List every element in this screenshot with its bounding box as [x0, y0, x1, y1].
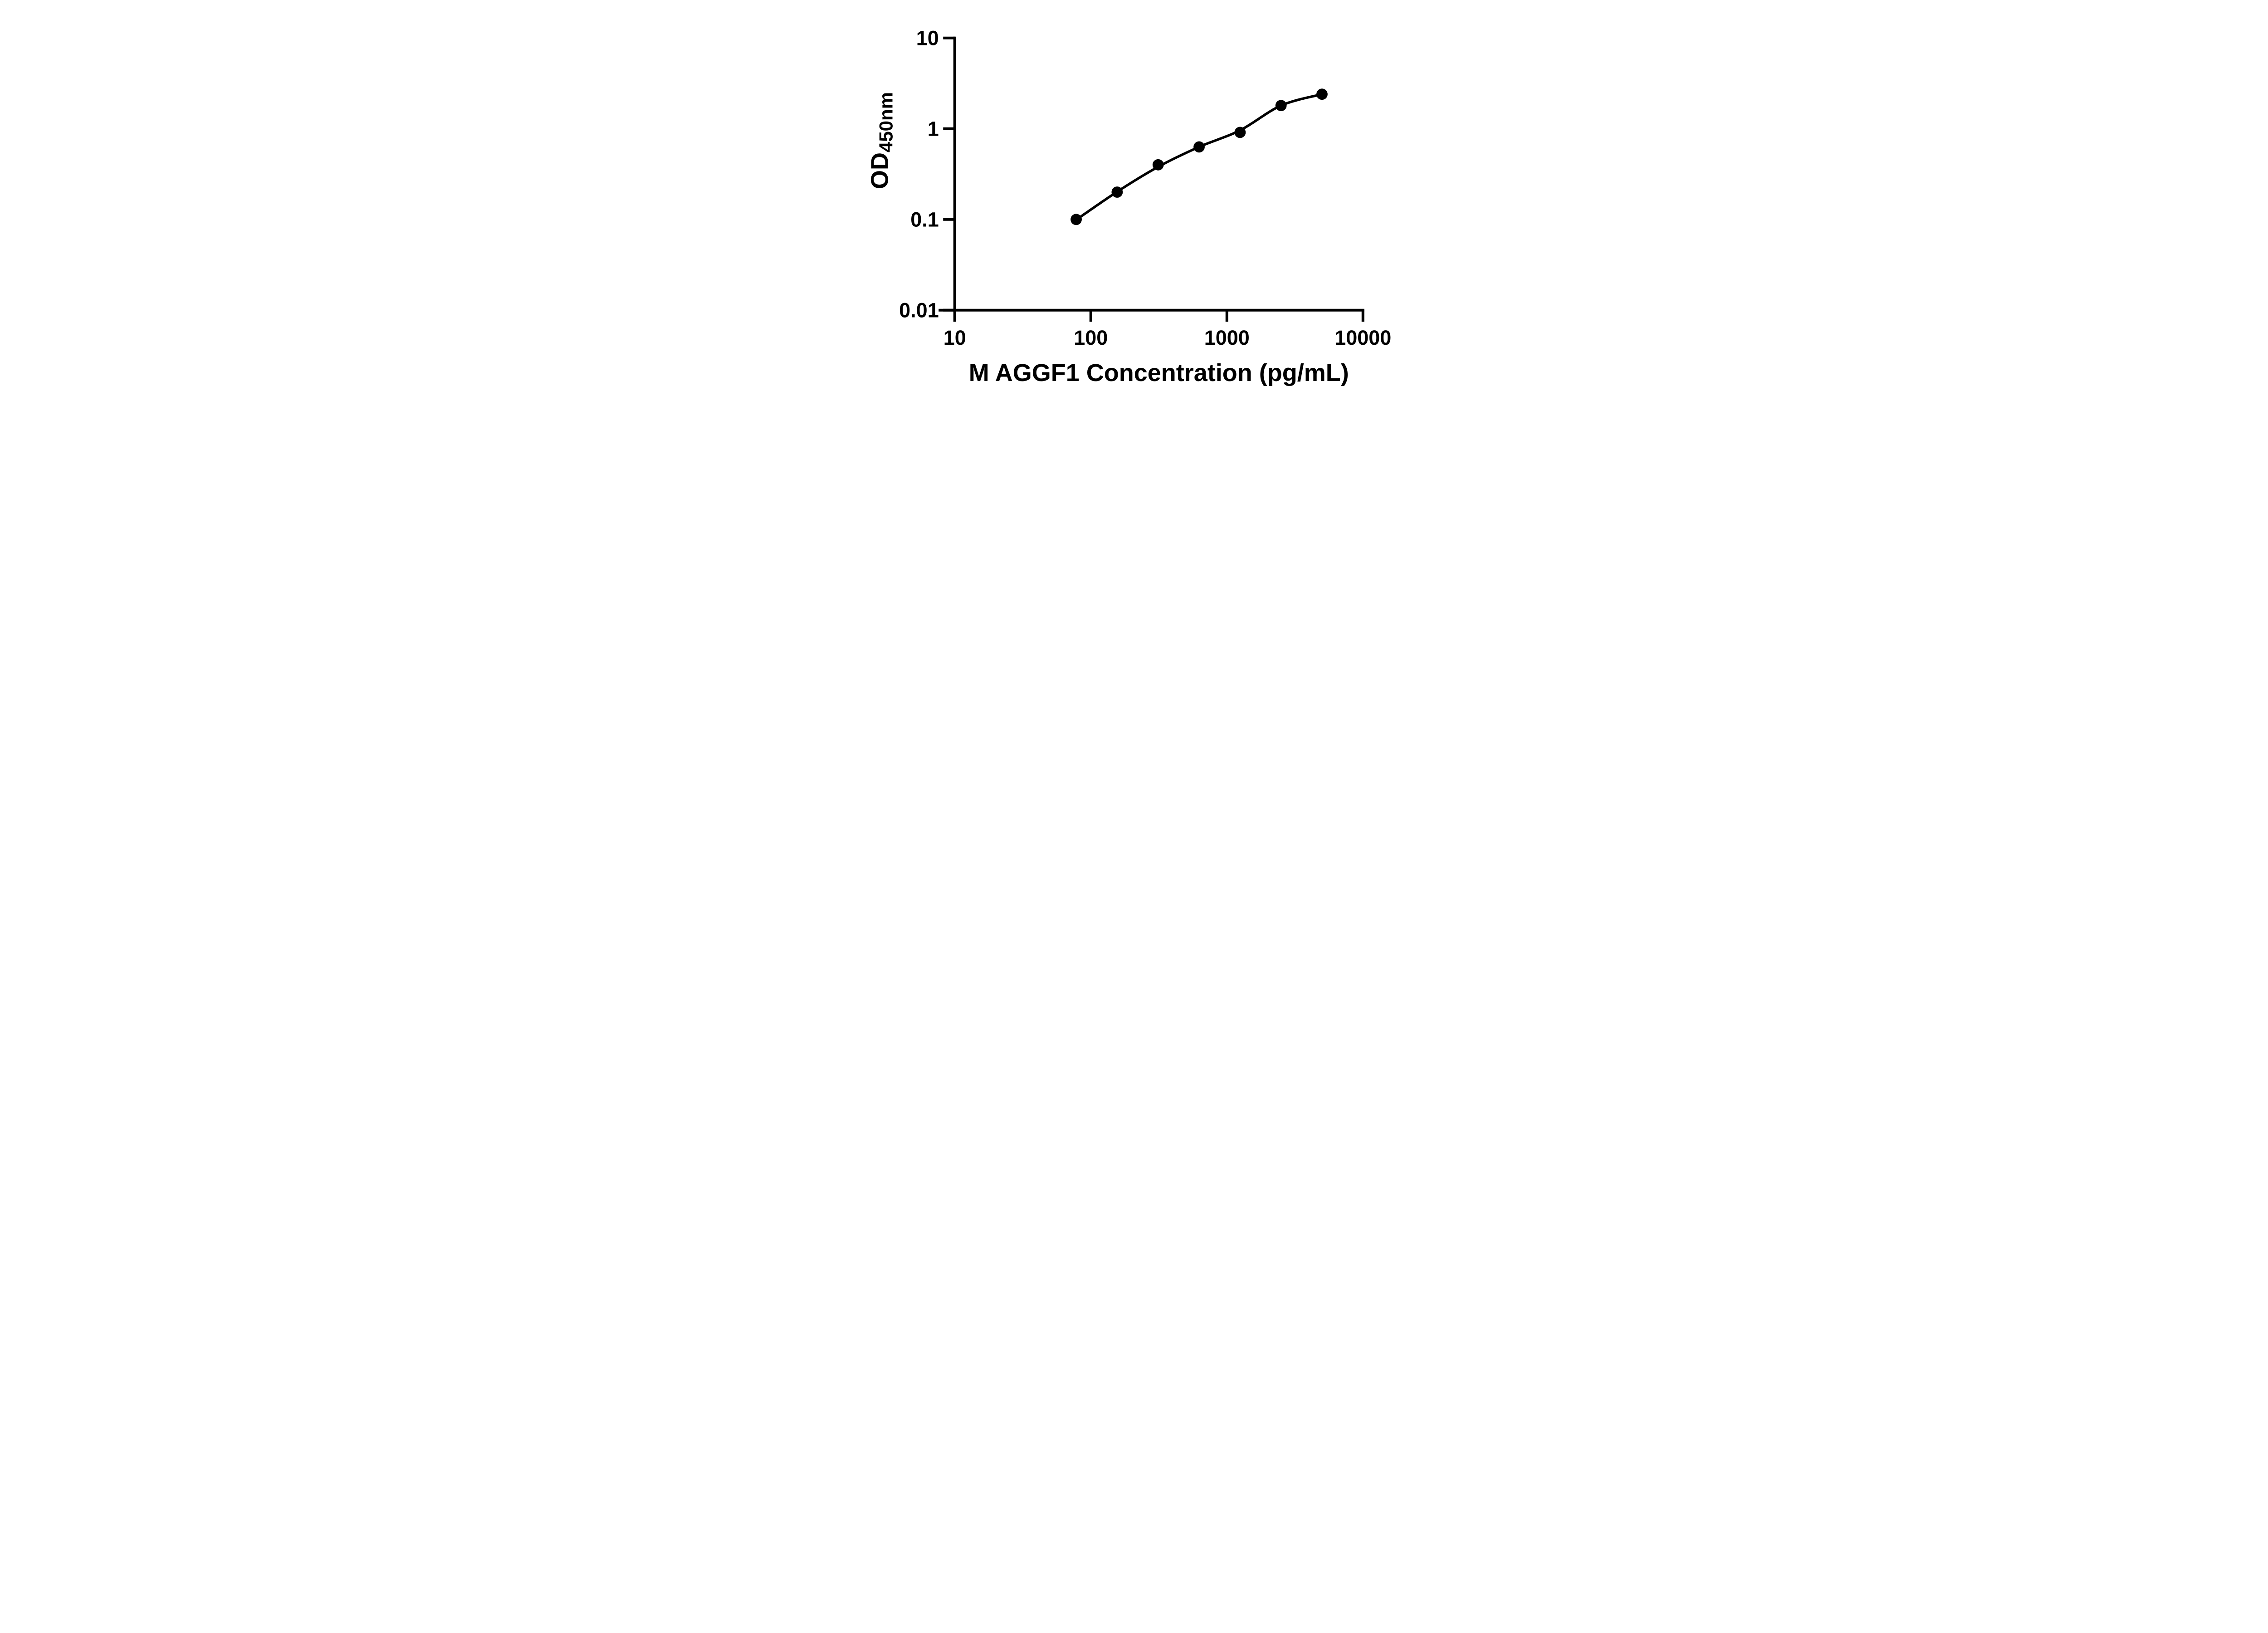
y-axis-title-subscript: 450nm [875, 92, 896, 152]
x-tick-label: 10000 [1334, 326, 1391, 349]
y-axis-title-main: OD [866, 152, 893, 189]
fit-curve [1075, 93, 1324, 221]
data-point [1275, 100, 1287, 112]
x-tick-label: 1000 [1204, 326, 1250, 349]
data-point [1234, 127, 1246, 138]
y-tick-label: 0.1 [910, 208, 939, 231]
y-axis-title: OD450nm [866, 92, 896, 189]
series-layer [1070, 88, 1328, 225]
data-point [1316, 88, 1328, 100]
data-point [1111, 186, 1123, 198]
data-point [1070, 214, 1082, 225]
data-point [1152, 159, 1164, 171]
x-axis-title: M AGGF1 Concentration (pg/mL) [969, 359, 1349, 386]
elisa-standard-curve-figure: 10 1 0.1 0.01 10 100 1000 10000 M AGGF1 Concent… [842, 0, 1426, 408]
y-tick-label: 1 [928, 117, 939, 140]
y-tick-label: 10 [916, 26, 939, 49]
data-point [1193, 141, 1205, 153]
x-tick-label: 10 [943, 326, 966, 349]
x-tick-label: 100 [1074, 326, 1108, 349]
y-tick-label: 0.01 [899, 298, 939, 322]
